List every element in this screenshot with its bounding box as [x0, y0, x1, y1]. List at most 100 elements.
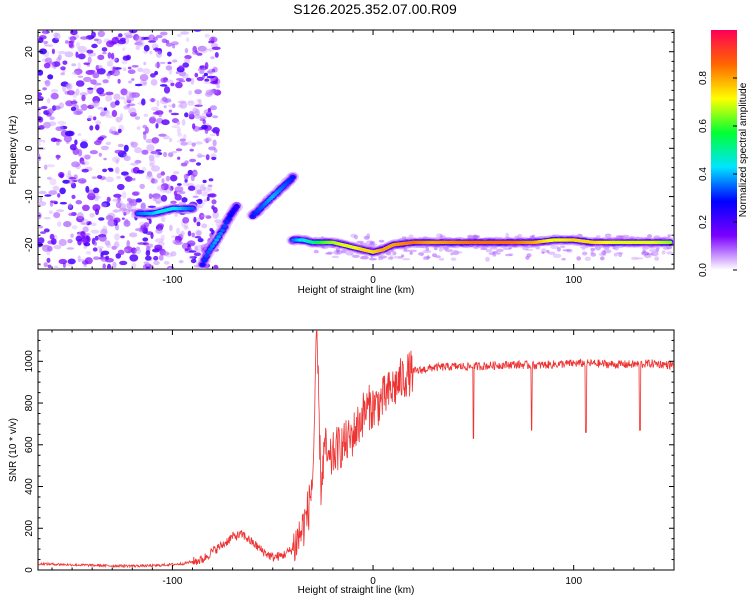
noise-speckle [402, 258, 410, 260]
noise-speckle [662, 250, 666, 254]
noise-speckle [129, 254, 138, 261]
noise-speckle [210, 81, 218, 84]
noise-speckle [128, 103, 136, 106]
noise-speckle [582, 252, 587, 256]
noise-speckle [70, 144, 77, 150]
noise-speckle [81, 95, 85, 102]
noise-speckle [114, 209, 119, 212]
noise-speckle [139, 184, 145, 189]
y-tick-label: 1000 [24, 350, 35, 373]
noise-speckle [207, 76, 215, 79]
noise-speckle [167, 52, 172, 57]
noise-speckle [95, 198, 99, 201]
noise-speckle [114, 233, 120, 240]
noise-speckle [314, 250, 319, 254]
noise-speckle [106, 40, 114, 47]
noise-speckle [102, 226, 107, 233]
noise-speckle [115, 150, 124, 154]
noise-speckle [172, 240, 179, 245]
noise-speckle [40, 231, 46, 234]
noise-speckle [184, 160, 188, 164]
noise-speckle [151, 107, 159, 111]
noise-speckle [146, 266, 151, 270]
noise-speckle [193, 196, 199, 198]
noise-speckle [450, 252, 453, 255]
y-tick-label: 0 [24, 145, 35, 151]
noise-speckle [204, 73, 208, 77]
noise-speckle [93, 256, 100, 260]
noise-speckle [600, 256, 605, 260]
noise-speckle [111, 53, 114, 60]
noise-speckle [351, 253, 354, 257]
noise-speckle [144, 45, 150, 52]
noise-speckle [162, 251, 170, 255]
noise-speckle [177, 183, 182, 186]
noise-speckle [164, 98, 171, 102]
noise-speckle [180, 142, 187, 146]
noise-speckle [37, 154, 41, 161]
noise-speckle [128, 107, 136, 114]
noise-speckle [197, 222, 201, 227]
noise-speckle [63, 221, 71, 227]
noise-speckle [143, 133, 146, 140]
y-tick-label: 20 [24, 46, 35, 58]
noise-speckle [103, 158, 107, 161]
noise-speckle [109, 169, 114, 172]
chart-title: S126.2025.352.07.00.R09 [293, 1, 457, 17]
noise-speckle [168, 152, 173, 157]
noise-speckle [654, 256, 659, 261]
noise-speckle [60, 125, 63, 131]
ridge-core [214, 238, 219, 242]
noise-speckle [97, 107, 103, 110]
noise-speckle [62, 86, 66, 92]
noise-speckle [65, 131, 74, 137]
noise-speckle [180, 31, 189, 35]
noise-speckle [128, 69, 136, 74]
noise-speckle [143, 62, 146, 66]
noise-speckle [576, 256, 581, 260]
noise-speckle [110, 126, 116, 131]
noise-speckle [51, 89, 58, 93]
noise-speckle [140, 74, 149, 81]
noise-speckle [69, 179, 75, 184]
noise-speckle [146, 144, 154, 151]
noise-speckle [160, 32, 168, 36]
noise-speckle [188, 231, 192, 237]
ridge-core [218, 232, 223, 236]
noise-speckle [195, 188, 198, 195]
noise-speckle [209, 90, 218, 94]
noise-speckle [88, 70, 95, 73]
noise-speckle [209, 193, 217, 197]
noise-speckle [83, 77, 91, 82]
noise-speckle [120, 236, 125, 239]
noise-speckle [128, 67, 132, 70]
noise-speckle [48, 121, 56, 126]
noise-speckle [80, 105, 84, 109]
noise-speckle [96, 87, 104, 94]
noise-speckle [117, 203, 123, 206]
noise-speckle [58, 51, 66, 54]
noise-speckle [185, 223, 188, 229]
noise-speckle [164, 86, 170, 93]
ridge-core [200, 262, 205, 266]
noise-speckle [113, 194, 121, 198]
noise-speckle [78, 133, 82, 136]
noise-speckle [128, 81, 132, 84]
noise-speckle [146, 244, 154, 249]
noise-speckle [141, 98, 146, 105]
noise-speckle [57, 121, 66, 125]
colorbar-gradient [711, 30, 737, 270]
noise-speckle [194, 114, 202, 119]
noise-speckle [171, 235, 175, 238]
noise-speckle [485, 257, 490, 262]
noise-speckle [48, 190, 57, 195]
noise-speckle [60, 66, 66, 70]
noise-speckle [193, 217, 196, 223]
noise-speckle [68, 170, 71, 175]
colorbar-tick-label: 0.6 [698, 119, 709, 133]
noise-speckle [157, 223, 164, 228]
noise-speckle [39, 191, 47, 195]
noise-speckle [182, 119, 186, 126]
